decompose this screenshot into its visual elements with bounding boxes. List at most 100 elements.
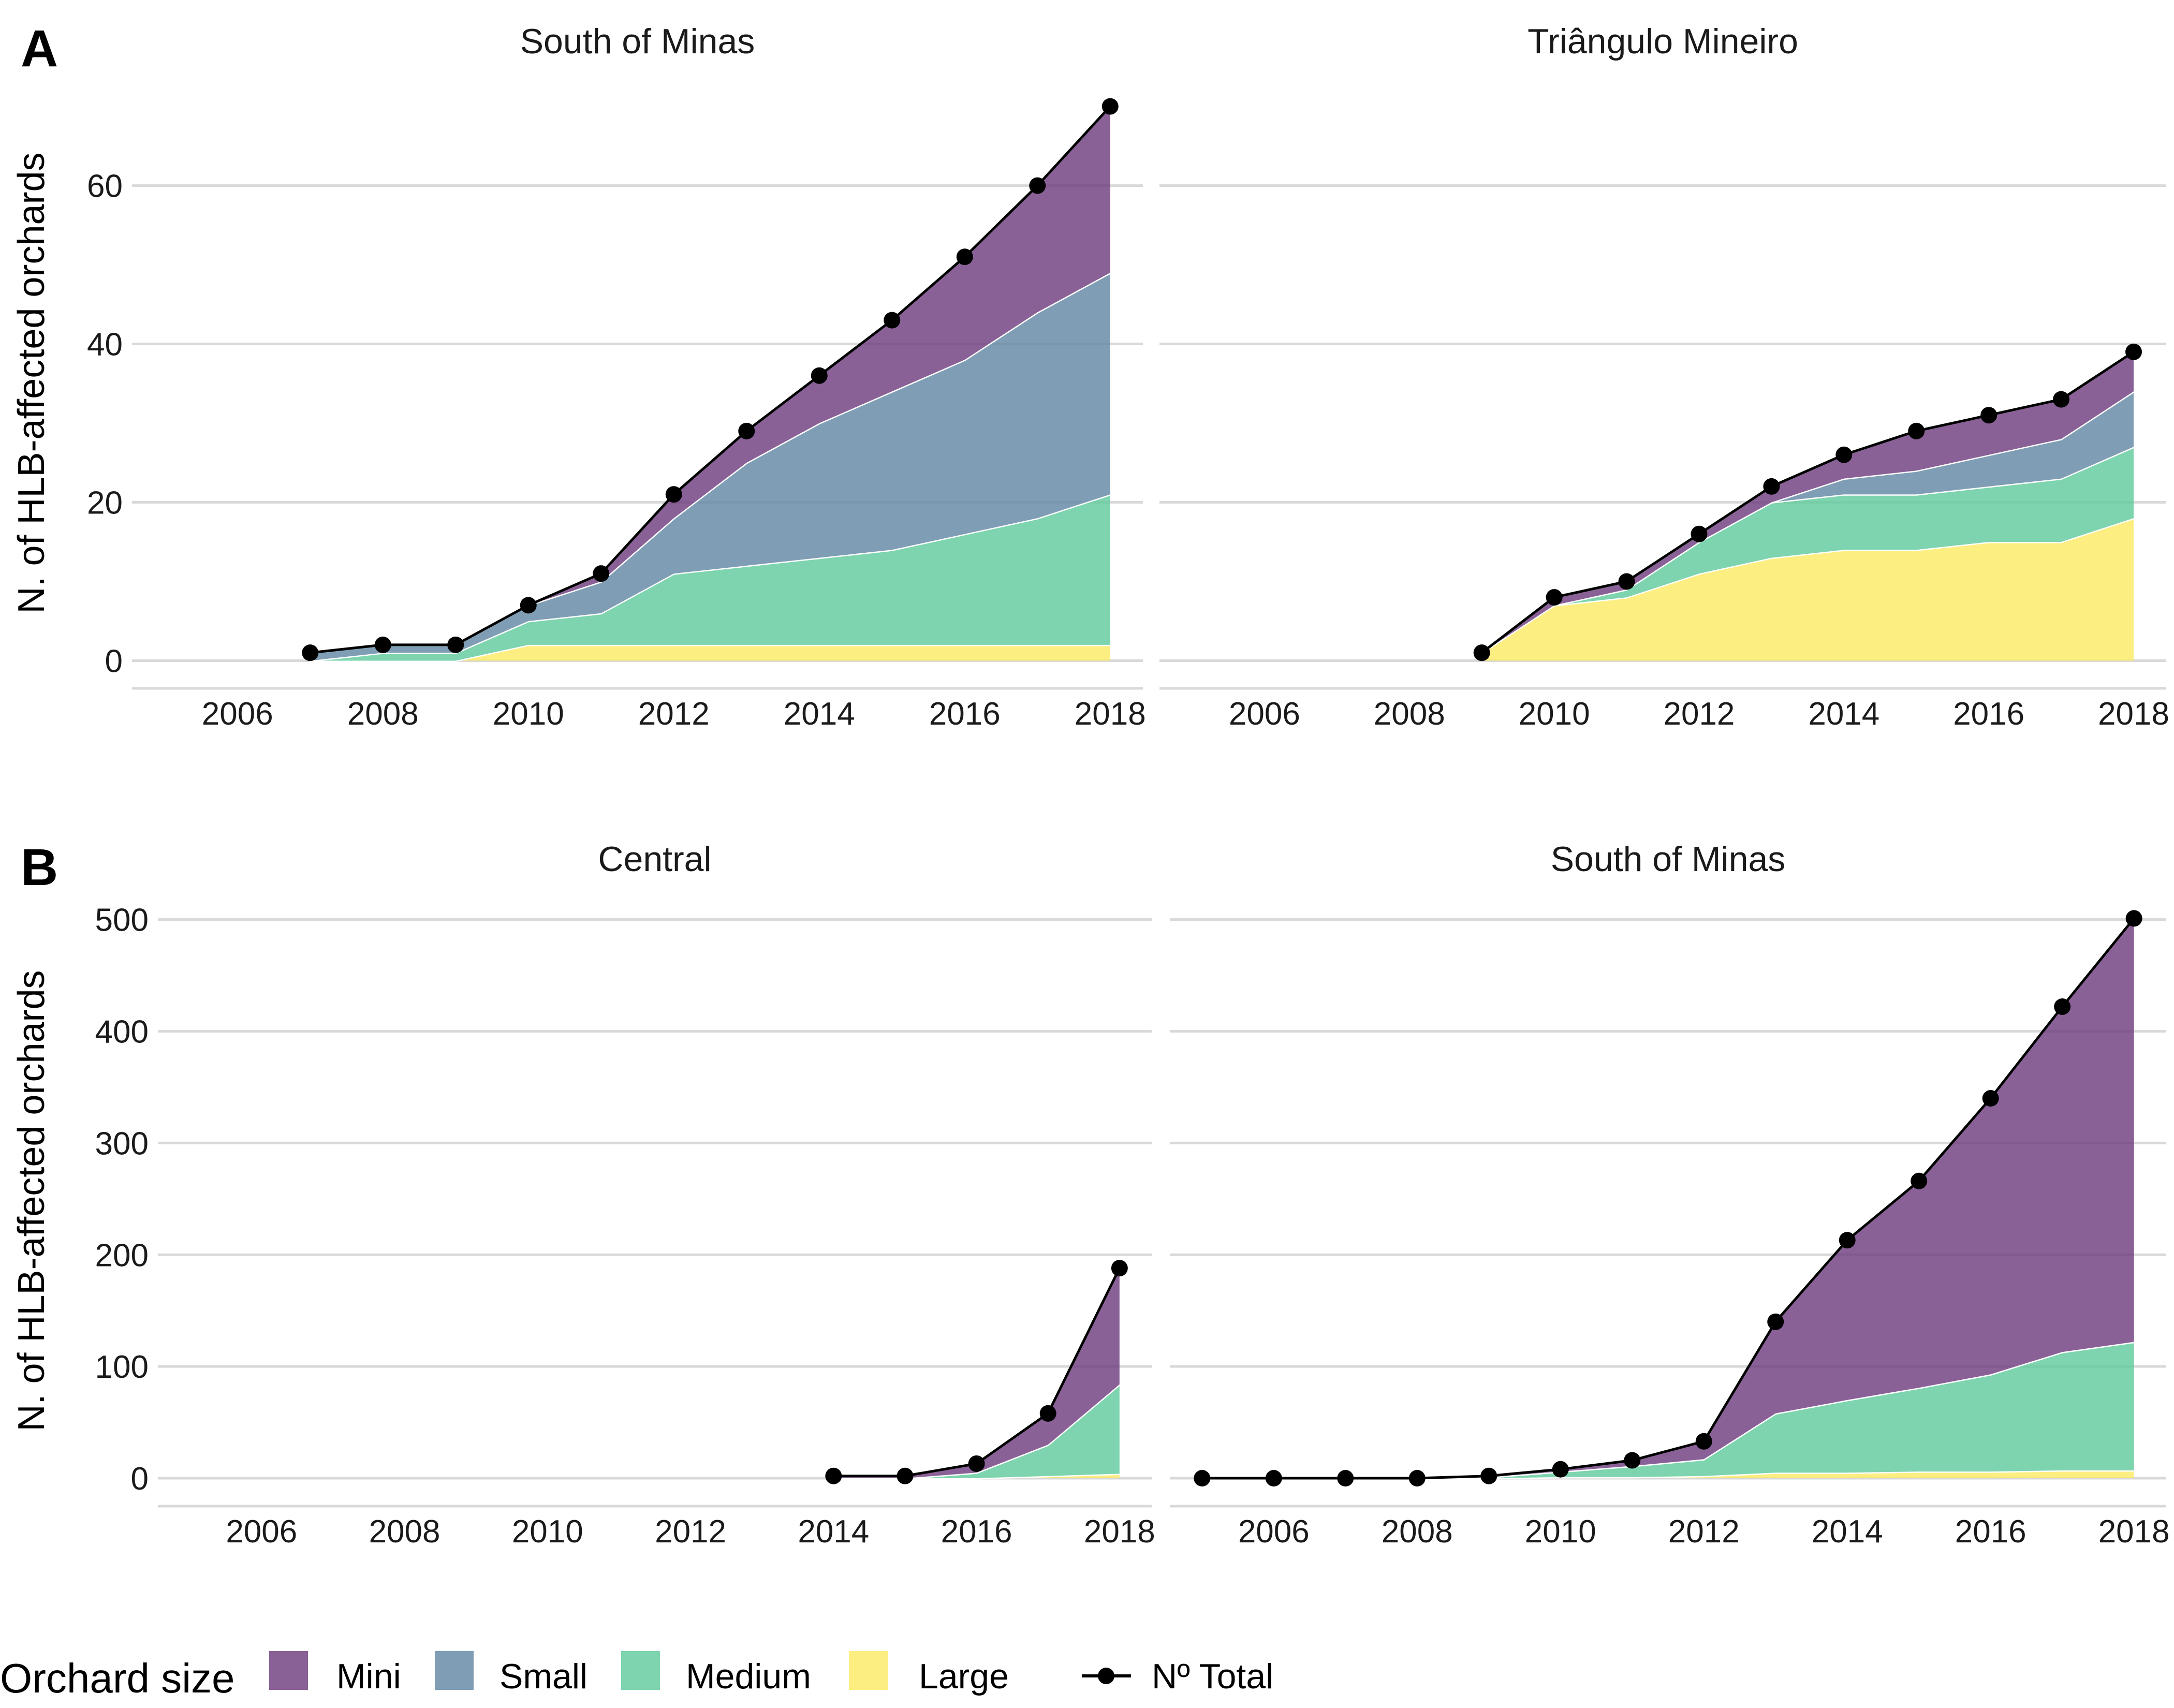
- total-point: [1618, 573, 1635, 590]
- x-tick-label: 2014: [1808, 696, 1879, 732]
- total-point: [447, 636, 464, 653]
- x-tick-label: 2012: [1668, 1514, 1740, 1550]
- y-tick-label: 60: [87, 169, 123, 204]
- total-point: [968, 1455, 985, 1472]
- total-line: [1481, 350, 2135, 654]
- total-point: [1194, 1470, 1211, 1487]
- legend-label-large: Large: [919, 1657, 1009, 1696]
- area-mini: [1202, 918, 2134, 1478]
- stacked-areas: [1202, 917, 2135, 1480]
- legend-label-total: Nº Total: [1152, 1657, 1273, 1696]
- y-tick-label: 0: [105, 643, 123, 679]
- x-tick-label: 2016: [1953, 696, 2024, 732]
- legend: Orchard size Mini Small Medium Large Nº Total: [0, 1651, 1273, 1701]
- panel-title: South of Minas: [1551, 840, 1786, 879]
- area-medium: [1202, 1342, 2134, 1478]
- total-point: [1980, 407, 1997, 424]
- total-point: [1111, 1260, 1128, 1277]
- x-tick-label: 2006: [1229, 696, 1300, 732]
- x-tick-label: 2018: [2098, 696, 2169, 732]
- total-point: [1337, 1470, 1354, 1487]
- x-tick-label: 2016: [929, 696, 1001, 732]
- stacked-areas: [310, 105, 1111, 662]
- total-point: [520, 597, 537, 614]
- x-tick-label: 2014: [1812, 1514, 1883, 1550]
- x-tick-label: 2018: [1084, 1514, 1155, 1550]
- legend-key-large: [849, 1651, 888, 1690]
- x-tick-label: 2012: [638, 696, 710, 732]
- y-axis-label: N. of HLB-affected orchards: [11, 970, 52, 1431]
- area-medium: [1481, 447, 2134, 653]
- total-point: [811, 367, 828, 384]
- panel-tag: B: [21, 838, 58, 896]
- total-point: [825, 1467, 842, 1484]
- x-tick-label: 2008: [369, 1514, 440, 1550]
- y-axis-label: N. of HLB-affected orchards: [11, 152, 52, 613]
- legend-label-small: Small: [500, 1657, 587, 1696]
- x-tick-label: 2018: [2098, 1514, 2170, 1550]
- total-point: [1695, 1433, 1712, 1450]
- total-line: [1202, 917, 2135, 1480]
- panel-title: South of Minas: [520, 22, 755, 61]
- total-point: [374, 636, 391, 653]
- total-point: [1911, 1172, 1928, 1189]
- panel-tags: AB: [21, 20, 58, 896]
- x-tick-label: 2006: [226, 1514, 297, 1550]
- total-point: [665, 486, 682, 503]
- x-tick-label: 2018: [1075, 696, 1146, 732]
- legend-key-small: [435, 1651, 474, 1690]
- panel-4: 2006 2008 2010 2012 2014 2016 2018 South of Min…: [1170, 840, 2170, 1550]
- total-point: [1763, 478, 1780, 495]
- area-large: [1481, 518, 2134, 661]
- total-point: [2125, 910, 2142, 927]
- total-point: [1039, 1405, 1056, 1422]
- x-tick-label: 2006: [202, 696, 273, 732]
- x-tick-label: 2010: [512, 1514, 583, 1550]
- x-tick-label: 2006: [1238, 1514, 1310, 1550]
- y-tick-label: 400: [95, 1014, 149, 1050]
- total-point: [1767, 1313, 1784, 1330]
- x-tick-label: 2008: [1382, 1514, 1453, 1550]
- y-tick-label: 20: [87, 485, 123, 521]
- legend-key-mini: [269, 1651, 308, 1690]
- stacked-areas: [833, 1268, 1121, 1480]
- total-point: [302, 644, 319, 661]
- total-point: [1101, 98, 1119, 115]
- panel-2: 2006 2008 2010 2012 2014 2016 2018 Triângulo Mi…: [1159, 22, 2169, 732]
- total-point: [1839, 1232, 1856, 1249]
- area-medium: [833, 1384, 1120, 1478]
- stacked-areas: [1481, 350, 2135, 661]
- total-point: [884, 312, 901, 329]
- panel-1: 0 20 40 60 2006 2008 2010 2012 2014 2016 2018 South…: [11, 22, 1146, 732]
- panel-3: 0 100 200 300 400 500 2006 2008 2010 2012 2014 2016…: [11, 840, 1155, 1550]
- y-tick-label: 40: [87, 327, 123, 363]
- x-tick-label: 2012: [655, 1514, 726, 1550]
- y-tick-label: 500: [95, 903, 149, 938]
- area-medium: [310, 494, 1110, 661]
- total-point: [956, 248, 973, 266]
- x-tick-label: 2016: [1955, 1514, 2026, 1550]
- total-point: [738, 422, 755, 439]
- total-point: [1982, 1090, 1999, 1107]
- legend-label-mini: Mini: [336, 1657, 401, 1696]
- total-point: [2054, 998, 2071, 1015]
- x-tick-label: 2008: [347, 696, 419, 732]
- total-point: [1480, 1467, 1497, 1484]
- x-tick-label: 2010: [1525, 1514, 1596, 1550]
- legend-label-medium: Medium: [686, 1657, 811, 1696]
- x-tick-label: 2014: [798, 1514, 869, 1550]
- legend-key-medium: [621, 1651, 660, 1690]
- y-tick-label: 200: [95, 1238, 149, 1273]
- total-point: [897, 1467, 914, 1484]
- y-tick-label: 0: [131, 1461, 149, 1497]
- total-point: [1691, 525, 1708, 542]
- panel-title: Central: [598, 840, 711, 879]
- total-point: [1029, 177, 1046, 194]
- total-point: [1624, 1452, 1641, 1469]
- total-point: [593, 565, 610, 582]
- total-point: [1265, 1470, 1282, 1487]
- total-point: [1835, 446, 1853, 463]
- x-tick-label: 2008: [1374, 696, 1445, 732]
- total-line: [310, 105, 1111, 654]
